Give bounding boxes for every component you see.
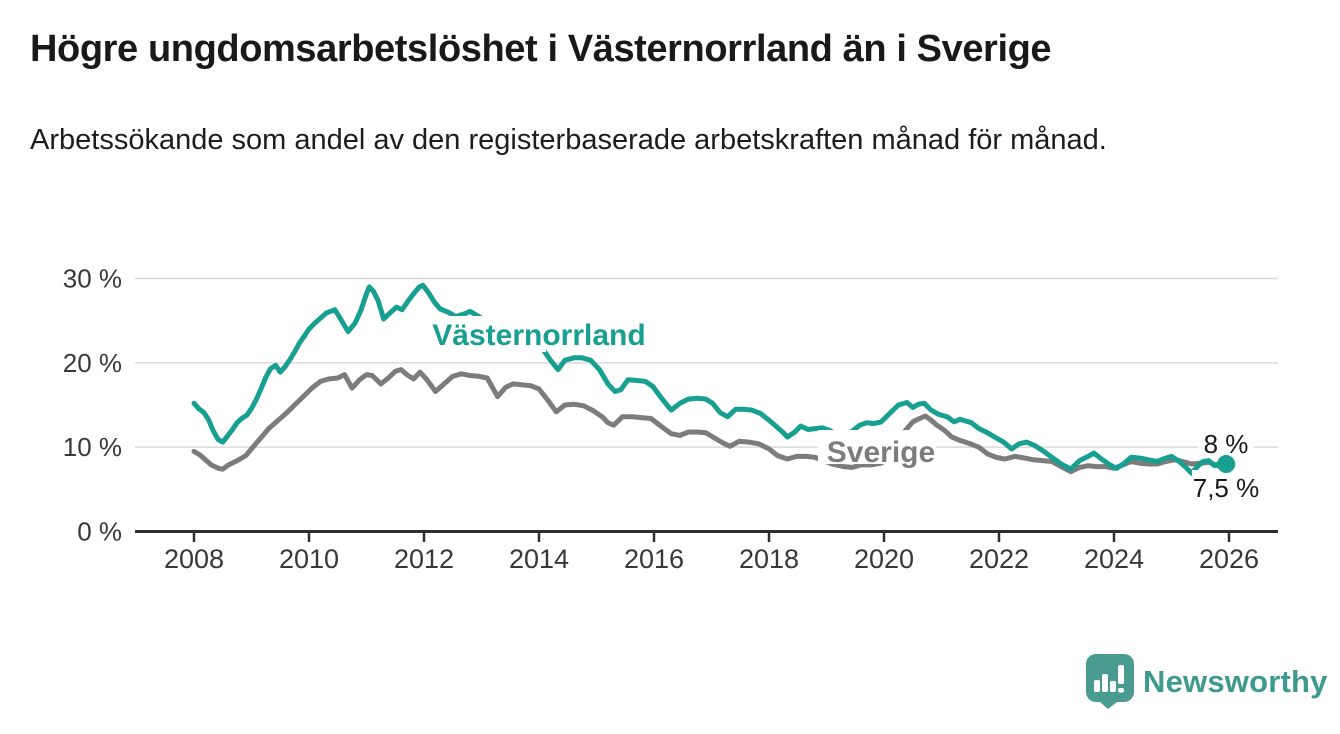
- series-line-västernorrland: [191, 282, 1229, 476]
- end-value-vasternorrland: 8 %: [1204, 429, 1249, 459]
- newsworthy-branding: Newsworthy: [1086, 654, 1328, 709]
- end-value-sverige: 7,5 %: [1193, 473, 1260, 503]
- x-tick-label: 2008: [164, 544, 224, 574]
- x-tick-label: 2026: [1199, 544, 1259, 574]
- y-tick-label: 30 %: [63, 264, 122, 294]
- x-tick-label: 2020: [854, 544, 914, 574]
- x-tick-label: 2014: [509, 544, 569, 574]
- series-line-sverige: [191, 367, 1229, 475]
- x-tick-label: 2012: [394, 544, 454, 574]
- line-chart-area: Västernorrland Sverige 8 % 7,5 % 2008 2010 201…: [0, 246, 1340, 586]
- x-tick-label: 2010: [279, 544, 339, 574]
- x-tick-label: 2024: [1084, 544, 1144, 574]
- speech-bubble-shape: [1086, 654, 1134, 709]
- end-value-vasternorrland-backdrop: [1198, 428, 1254, 458]
- newsworthy-wordmark: Newsworthy: [1143, 663, 1328, 699]
- x-tick-label: 2016: [624, 544, 684, 574]
- newsworthy-logo-icon: [1086, 654, 1134, 709]
- y-tick-label: 10 %: [63, 432, 122, 462]
- chart-subtitle: Arbetssökande som andel av den registerb…: [30, 124, 1107, 156]
- series-label-vasternorrland: Västernorrland: [432, 319, 645, 352]
- x-tick-label: 2022: [969, 544, 1029, 574]
- end-value-sverige-backdrop: [1192, 470, 1260, 502]
- bar-chart-glyph: [1094, 665, 1124, 693]
- series-label-sverige: Sverige: [827, 436, 935, 469]
- latest-value-dot: [1217, 455, 1236, 474]
- x-tick-label: 2018: [739, 544, 799, 574]
- line-chart: Västernorrland Sverige 8 % 7,5 % 2008 2010 201…: [63, 264, 1278, 574]
- series-label-vasternorrland-backdrop: [426, 316, 546, 352]
- page-title: Högre ungdomsarbetslöshet i Västernorrla…: [30, 28, 1052, 70]
- y-tick-label: 0 %: [77, 517, 122, 547]
- y-tick-label: 20 %: [63, 348, 122, 378]
- series-label-sverige-backdrop: [818, 430, 936, 464]
